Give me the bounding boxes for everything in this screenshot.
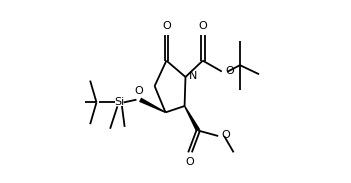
Text: O: O [162,21,171,31]
Text: O: O [186,157,194,167]
Polygon shape [139,98,166,113]
Text: N: N [189,71,197,81]
Text: O: O [135,86,144,96]
Text: Si: Si [114,97,124,107]
Text: O: O [221,130,230,140]
Text: O: O [198,21,207,31]
Text: O: O [225,66,234,76]
Polygon shape [184,106,200,132]
